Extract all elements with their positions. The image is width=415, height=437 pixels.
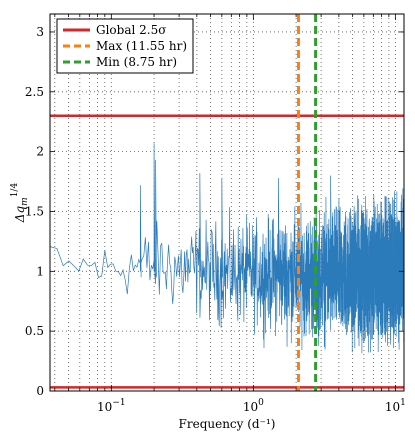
y-tick-label: 2.5 (25, 85, 44, 99)
legend-box (56, 18, 194, 74)
y-tick-label: 0 (36, 384, 44, 398)
y-tick-label: 1.5 (25, 204, 44, 218)
y-axis-label-main: Δq (13, 206, 27, 224)
y-tick-label: 3 (36, 25, 44, 39)
series-group (49, 143, 405, 354)
legend-label: Max (11.55 hr) (96, 39, 187, 53)
y-tick-label: 0.5 (25, 324, 44, 338)
plot-frame (49, 13, 405, 392)
y-axis-label-sub: m (20, 197, 30, 206)
x-axis-label: Frequency (d⁻¹) (179, 417, 276, 431)
legend: Global 2.5σ Max (11.55 hr) Min (8.75 hr) (56, 18, 194, 74)
y-axis-label: Δqm1/4 (10, 183, 30, 224)
axis-ticks: 0 0.5 1 1.5 2 2.5 3 10−1 100 101 (25, 14, 406, 414)
x-tick-label: 10−1 (97, 398, 126, 414)
y-tick-label: 2 (36, 145, 44, 159)
x-tick-label: 100 (243, 398, 264, 414)
legend-label: Global 2.5σ (96, 23, 166, 37)
y-axis-label-sup: 1/4 (10, 183, 20, 198)
x-tick-label: 101 (385, 398, 406, 414)
legend-label: Min (8.75 hr) (96, 55, 177, 69)
series-line (49, 143, 405, 354)
reference-lines (50, 14, 404, 391)
y-tick-label: 1 (36, 264, 44, 278)
